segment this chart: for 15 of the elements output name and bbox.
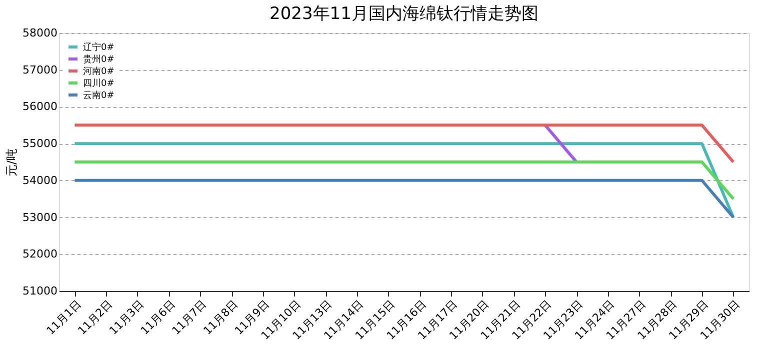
y-tick-label: 55000 [22,137,58,150]
legend-label: 贵州0# [83,54,114,65]
chart-title: 2023年11月国内海绵钛行情走势图 [270,4,538,24]
y-tick-label: 56000 [22,100,58,114]
legend-label: 四川0# [83,78,114,89]
legend-label: 辽宁0# [83,42,114,53]
y-axis-title: 元/吨 [4,148,19,177]
legend-label: 云南0# [83,90,114,101]
y-tick-label: 53000 [22,210,58,224]
y-tick-label: 54000 [22,174,58,187]
y-tick-label: 58000 [22,26,58,40]
legend-label: 河南0# [83,66,114,77]
y-tick-label: 51000 [22,284,58,298]
y-tick-label: 52000 [22,248,58,261]
y-tick-label: 57000 [22,63,58,76]
